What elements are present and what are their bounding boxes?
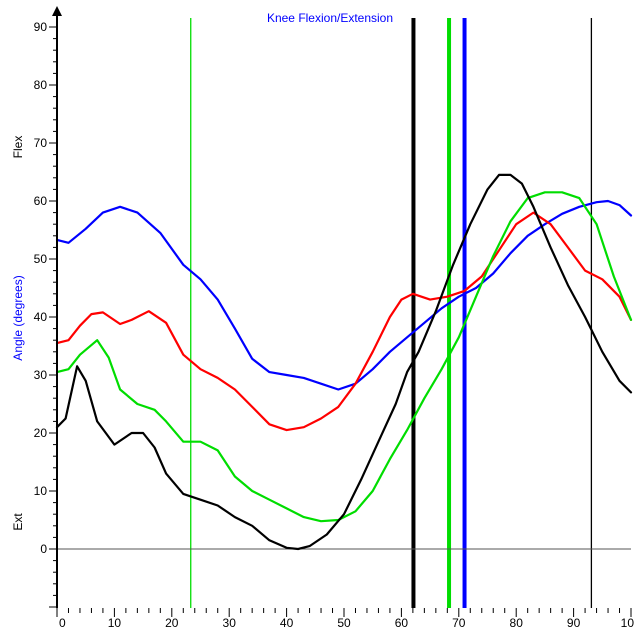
x-tick-label: 70 (452, 616, 466, 630)
x-ticks: 0 10 20 30 40 50 60 70 80 90 10 (56, 608, 635, 630)
x-tick-label: 20 (165, 616, 179, 630)
y-tick-label: 60 (34, 194, 48, 208)
series-line-3 (55, 173, 633, 551)
x-tick-label: 0 (59, 616, 66, 630)
series-line-1 (55, 211, 633, 432)
x-tick-label: 10 (621, 616, 635, 630)
y-tick-label: 0 (40, 542, 47, 556)
y-axis-arrow (52, 6, 62, 16)
vertical-markers (190, 18, 593, 608)
series-layer (55, 173, 633, 551)
y-tick-label: 30 (34, 368, 48, 382)
x-tick-label: 30 (223, 616, 237, 630)
y-tick-label: 80 (34, 78, 48, 92)
chart-title: Knee Flexion/Extension (267, 11, 393, 25)
x-tick-label: 10 (108, 616, 122, 630)
x-tick-label: 50 (337, 616, 351, 630)
y-axis-label: Angle (degrees) (11, 275, 25, 360)
series-line-0 (55, 199, 633, 391)
y-tick-label: 50 (34, 252, 48, 266)
x-tick-label: 40 (280, 616, 294, 630)
flex-label: Flex (11, 136, 25, 159)
ext-label: Ext (11, 513, 25, 531)
series-line-2 (55, 191, 633, 523)
y-tick-label: 90 (34, 20, 48, 34)
x-tick-label: 60 (395, 616, 409, 630)
y-tick-label: 20 (34, 426, 48, 440)
x-tick-label: 90 (567, 616, 581, 630)
x-tick-label: 80 (510, 616, 524, 630)
y-ticks: 0 10 20 30 40 50 60 70 80 90 (34, 20, 57, 608)
y-tick-label: 10 (34, 484, 48, 498)
y-tick-label: 40 (34, 310, 48, 324)
y-tick-label: 70 (34, 136, 48, 150)
